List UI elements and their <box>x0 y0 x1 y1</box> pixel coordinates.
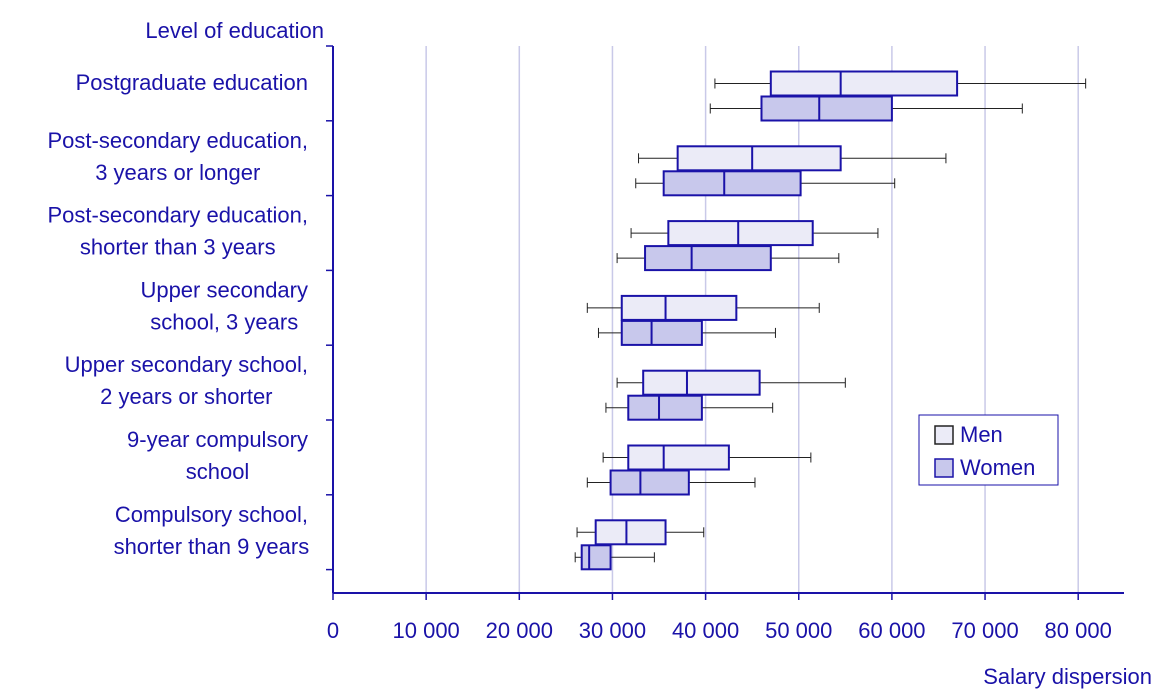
box-iqr <box>620 319 703 346</box>
legend-swatch-women <box>934 458 954 478</box>
box-iqr <box>620 294 738 321</box>
legend-swatch-men <box>934 425 954 445</box>
x-tick-label: 20 000 <box>486 618 553 643</box>
box-women <box>635 170 896 197</box>
box-series <box>574 70 1087 571</box>
category-labels: Postgraduate education Post-secondary edu… <box>48 70 310 559</box>
category-label: shorter than 3 years <box>80 235 276 260</box>
legend-label-men: Men <box>960 422 1003 447</box>
x-tick-label: 60 000 <box>858 618 925 643</box>
box-iqr <box>667 220 814 247</box>
box-men <box>576 519 705 546</box>
box-iqr <box>627 394 703 421</box>
category-label: Postgraduate education <box>76 70 308 95</box>
box-iqr <box>609 469 690 496</box>
box-women <box>586 469 756 496</box>
box-women <box>605 394 774 421</box>
category-label: school <box>186 459 250 484</box>
legend-label-women: Women <box>960 455 1035 480</box>
box-women <box>597 319 776 346</box>
category-label: 9-year compulsory <box>127 427 308 452</box>
x-tick-label: 10 000 <box>393 618 460 643</box>
legend: Men Women <box>918 414 1059 486</box>
x-tick-label: 80 000 <box>1045 618 1112 643</box>
x-tick-label: 30 000 <box>579 618 646 643</box>
axes <box>326 45 1124 600</box>
box-iqr <box>627 444 730 471</box>
category-label: Compulsory school, <box>115 502 308 527</box>
box-iqr <box>644 245 772 272</box>
box-men <box>616 369 846 396</box>
box-iqr <box>760 95 893 122</box>
box-iqr <box>594 519 667 546</box>
box-women <box>709 95 1023 122</box>
category-label: school, 3 years <box>150 309 298 334</box>
grid-lines <box>425 46 1079 593</box>
x-axis-title: Salary dispersion <box>983 664 1152 689</box>
box-men <box>638 145 947 172</box>
x-tick-labels: 0 10 000 20 000 30 000 40 000 50 000 60 000 70 … <box>327 618 1112 643</box>
box-men <box>630 220 879 247</box>
category-label: shorter than 9 years <box>114 534 310 559</box>
category-label: Post-secondary education, <box>48 203 309 228</box>
box-men <box>586 294 820 321</box>
x-tick-label: 50 000 <box>765 618 832 643</box>
box-women <box>574 544 655 571</box>
category-label: Upper secondary school, <box>65 352 308 377</box>
y-axis-title: Level of education <box>145 18 324 43</box>
box-iqr <box>769 70 959 97</box>
box-iqr <box>642 369 761 396</box>
box-men <box>602 444 812 471</box>
category-label: 3 years or longer <box>95 160 260 185</box>
box-women <box>616 245 840 272</box>
x-tick-label: 40 000 <box>672 618 739 643</box>
box-iqr <box>580 544 612 571</box>
box-iqr <box>662 170 802 197</box>
x-tick-label: 70 000 <box>951 618 1018 643</box>
category-label: Post-secondary education, <box>48 128 309 153</box>
category-label: Upper secondary <box>140 277 308 302</box>
x-tick-label: 0 <box>327 618 339 643</box>
box-men <box>714 70 1087 97</box>
box-iqr <box>676 145 842 172</box>
category-label: 2 years or shorter <box>100 384 272 409</box>
